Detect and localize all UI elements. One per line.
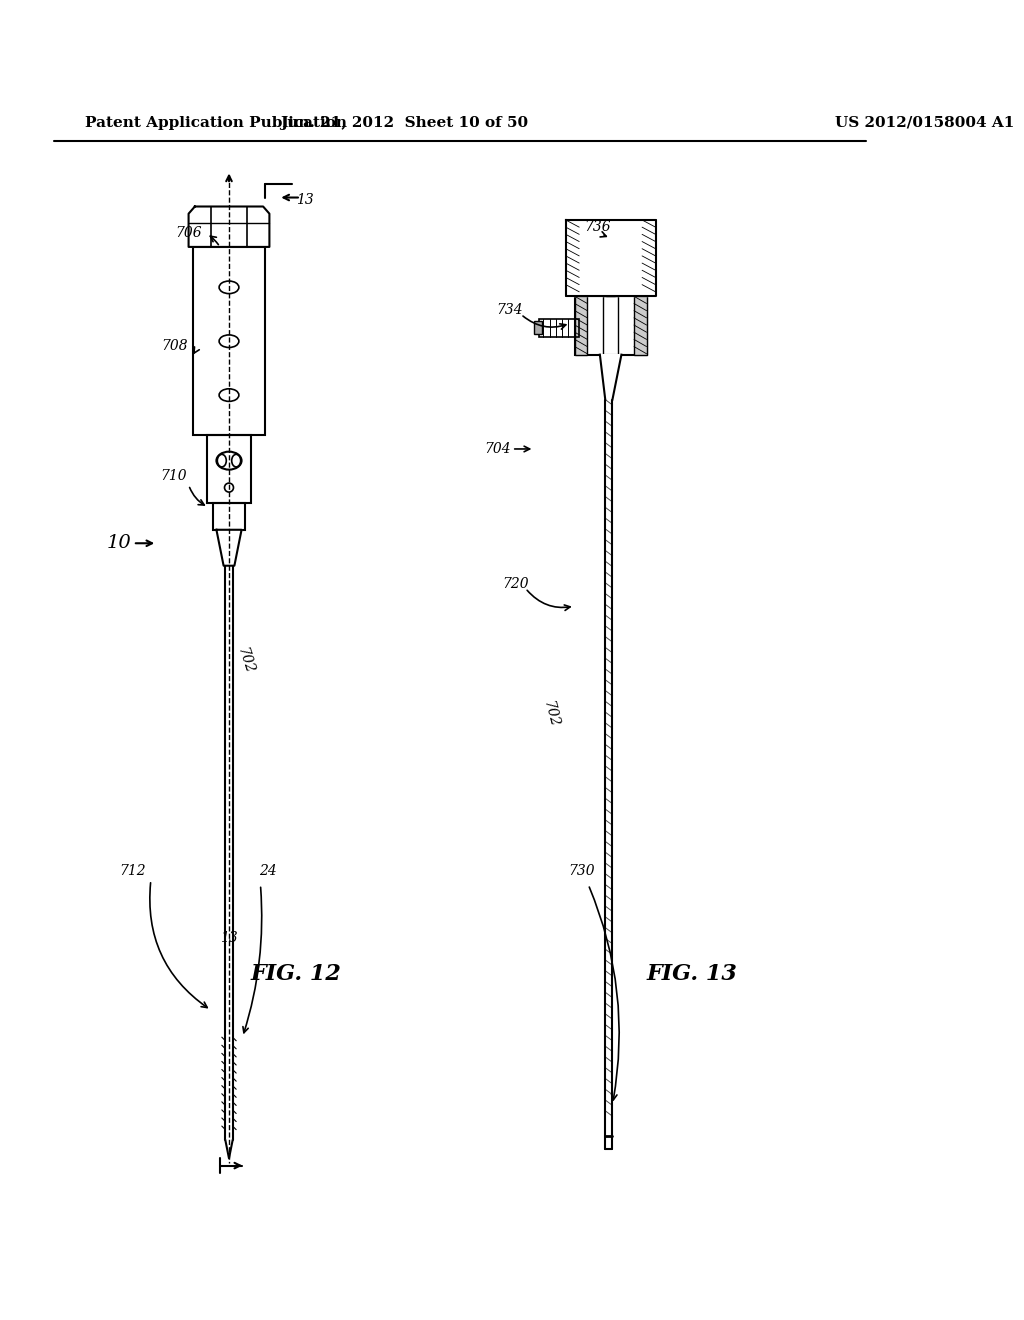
Bar xyxy=(207,436,252,503)
Polygon shape xyxy=(225,1140,232,1159)
Bar xyxy=(539,318,580,337)
Text: 706: 706 xyxy=(175,227,202,240)
Bar xyxy=(606,220,615,296)
Text: US 2012/0158004 A1: US 2012/0158004 A1 xyxy=(836,116,1015,129)
Text: 10: 10 xyxy=(108,535,132,552)
Text: 720: 720 xyxy=(502,577,528,590)
Text: 13: 13 xyxy=(297,193,314,207)
Text: 708: 708 xyxy=(162,339,188,352)
Bar xyxy=(574,296,646,355)
Text: 24: 24 xyxy=(259,865,276,878)
Text: 702: 702 xyxy=(541,700,561,729)
Bar xyxy=(603,296,617,355)
Polygon shape xyxy=(565,220,655,296)
Polygon shape xyxy=(605,1137,612,1150)
Text: 712: 712 xyxy=(120,865,146,878)
Text: 734: 734 xyxy=(497,302,523,317)
Polygon shape xyxy=(600,355,622,400)
Bar xyxy=(535,322,542,334)
Text: 704: 704 xyxy=(484,442,511,455)
Polygon shape xyxy=(216,529,242,566)
Text: 736: 736 xyxy=(584,220,610,234)
Text: 710: 710 xyxy=(160,469,186,483)
Bar xyxy=(194,247,265,436)
Text: 702: 702 xyxy=(234,645,256,675)
Text: FIG. 12: FIG. 12 xyxy=(251,964,342,985)
Bar xyxy=(213,503,245,529)
Bar xyxy=(634,296,646,355)
Polygon shape xyxy=(188,206,269,247)
Text: FIG. 13: FIG. 13 xyxy=(646,964,737,985)
Bar xyxy=(600,220,622,296)
Text: 13: 13 xyxy=(220,932,238,945)
Bar xyxy=(574,296,588,355)
Text: 730: 730 xyxy=(568,865,595,878)
Text: Jun. 21, 2012  Sheet 10 of 50: Jun. 21, 2012 Sheet 10 of 50 xyxy=(280,116,528,129)
Text: Patent Application Publication: Patent Application Publication xyxy=(85,116,347,129)
Bar xyxy=(565,220,580,296)
Bar xyxy=(642,220,655,296)
